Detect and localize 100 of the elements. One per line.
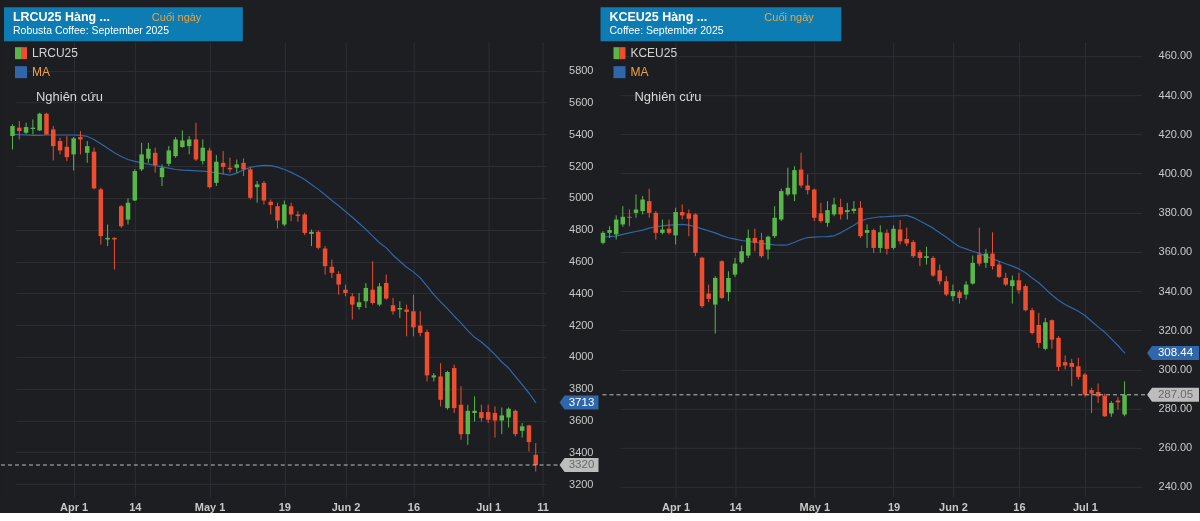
candlestick [384, 274, 389, 301]
x-tick-label: 11 [537, 501, 549, 514]
ref-line-label: 3320 [568, 458, 595, 471]
candlestick [51, 125, 56, 161]
candlestick [726, 270, 731, 302]
x-tick-label: Jun 2 [939, 501, 968, 514]
y-tick-label: 4800 [569, 223, 594, 236]
candlestick [438, 362, 443, 407]
y-tick-label: 420.00 [1158, 127, 1193, 140]
candlestick [818, 202, 824, 224]
x-tick-label: 14 [129, 501, 143, 514]
annotation: Nghiên cứu [35, 89, 104, 105]
candlestick [1029, 307, 1035, 336]
y-tick-label: 4600 [569, 255, 594, 268]
candlestick [214, 154, 219, 187]
candlestick [302, 212, 307, 236]
text: Cuối ngày [764, 11, 815, 24]
x-tick-label: Jun 2 [331, 501, 361, 514]
candlestick [10, 123, 15, 150]
x-tick-label: Apr 1 [662, 501, 691, 514]
candlestick [1089, 387, 1094, 414]
candlestick [411, 294, 416, 337]
candlestick [825, 200, 830, 228]
text: Cuối ngày [151, 11, 202, 24]
text: 3713 [568, 395, 595, 408]
legend-label: MA [31, 65, 50, 80]
chart-subtitle: Robusta Coffee: September 2025 [12, 25, 170, 37]
candlestick [686, 209, 692, 237]
candlestick [78, 130, 83, 155]
candlestick [377, 282, 382, 307]
candlestick [485, 404, 491, 424]
candlestick [146, 142, 151, 164]
candlestick [944, 275, 949, 297]
y-tick-label: 5600 [569, 96, 594, 109]
x-tick-label: May 1 [799, 501, 831, 514]
y-tick-label: 460.00 [1158, 49, 1193, 62]
candlestick [186, 135, 192, 155]
candlestick [350, 292, 355, 321]
candlestick [139, 142, 144, 172]
legend-label: MA [630, 65, 649, 80]
candlestick [673, 207, 678, 245]
y-tick-label: 4200 [569, 318, 594, 331]
candlestick [1036, 312, 1041, 349]
y-tick-label: 5000 [569, 191, 594, 204]
candlestick [254, 180, 260, 204]
candlestick [765, 235, 771, 260]
candlestick [37, 112, 42, 132]
candlestick [513, 409, 518, 437]
chart-title: LRCU25 Hàng ... [12, 10, 110, 25]
y-tick-label: 3800 [569, 382, 594, 395]
y-tick-label: 5400 [569, 127, 594, 140]
candlestick [84, 140, 90, 164]
x-tick-label: 19 [887, 501, 901, 514]
candlestick [295, 210, 301, 223]
candlestick [746, 229, 751, 259]
text: 308.44 [1157, 345, 1194, 358]
candlestick [752, 228, 758, 252]
candlestick [732, 257, 738, 278]
candlestick [805, 173, 810, 195]
x-tick-label: 16 [1013, 501, 1026, 514]
y-tick-label: 260.00 [1158, 441, 1193, 454]
candlestick [772, 205, 777, 239]
y-tick-label: 3400 [569, 445, 594, 458]
candlestick [937, 264, 942, 286]
candlestick [526, 424, 532, 452]
candlestick [917, 249, 923, 267]
y-tick-label: 380.00 [1158, 206, 1193, 219]
candlestick [990, 231, 995, 270]
candlestick [1076, 357, 1081, 381]
candlestick [930, 255, 936, 278]
y-tick-label: 300.00 [1158, 362, 1193, 375]
legend-label: LRCU25 [31, 46, 79, 61]
candlestick [173, 136, 178, 159]
candlestick [1122, 380, 1127, 417]
y-tick-label: 5800 [569, 64, 594, 77]
ref-line-label: 287.05 [1157, 387, 1194, 400]
x-tick-label: 16 [407, 501, 421, 514]
x-tick-label: 19 [278, 501, 291, 514]
y-tick-label: 360.00 [1158, 245, 1193, 258]
candlestick [864, 223, 870, 249]
candlestick [1069, 358, 1074, 387]
y-tick-label: 400.00 [1158, 166, 1193, 179]
candlestick [472, 395, 477, 422]
candlestick [739, 245, 744, 265]
chart-title: KCEU25 Hàng ... [609, 10, 708, 25]
chart-subtitle: Coffee: September 2025 [609, 25, 724, 37]
candlestick [646, 188, 652, 219]
candlestick [904, 227, 909, 247]
x-tick-label: Jul 1 [476, 501, 502, 514]
candlestick [282, 200, 287, 227]
y-tick-label: 280.00 [1158, 402, 1193, 415]
y-tick-label: 340.00 [1158, 284, 1193, 297]
candlestick [316, 230, 321, 250]
x-tick-label: Jul 1 [1072, 501, 1098, 514]
candlestick [17, 120, 22, 140]
candlestick [878, 224, 883, 254]
candlestick [838, 198, 843, 221]
candlestick [356, 292, 362, 311]
candlestick [71, 136, 76, 171]
line-series [602, 214, 1126, 354]
